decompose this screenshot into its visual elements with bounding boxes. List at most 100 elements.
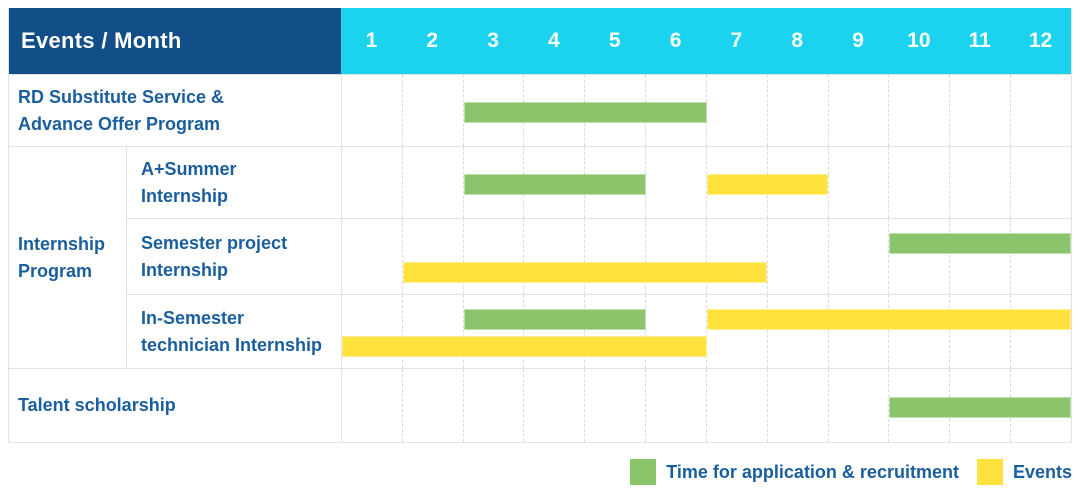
- row-label-line: Internship: [141, 259, 229, 280]
- row-label-line: technician Internship: [141, 334, 323, 355]
- legend-swatch-yellow: [976, 459, 1003, 485]
- row-label-rd-substitute: RD Substitute Service & Advance Offer Pr…: [9, 74, 341, 146]
- month-gridline-cell: [888, 75, 949, 146]
- gantt-bar-green: [463, 309, 646, 330]
- month-header-row: 1 2 3 4 5 6 7 8 9 10 11 12: [341, 8, 1071, 74]
- legend-item-events: Events: [976, 459, 1072, 485]
- month-gridline-cell: [827, 369, 889, 442]
- row-label-line: A+Summer: [141, 158, 237, 179]
- group-label-line: Internship: [18, 233, 106, 254]
- month-track-a-summer-internship: [341, 146, 1071, 218]
- month-gridline-cell: [523, 369, 584, 442]
- month-header-cell: 3: [487, 29, 499, 52]
- legend-item-application-recruitment: Time for application & recruitment: [630, 459, 959, 485]
- row-label-line: RD Substitute Service &: [18, 86, 225, 107]
- month-gridline-cell: [705, 295, 767, 368]
- month-gridline-cell: [584, 219, 645, 294]
- month-gridline-cell: [1010, 295, 1071, 368]
- month-gridline-cell: [342, 295, 402, 368]
- month-gridline-cell: [401, 295, 463, 368]
- gantt-bar-green: [888, 396, 1071, 418]
- month-gridline-cell: [766, 295, 828, 368]
- month-gridline-cell: [462, 369, 524, 442]
- month-gridline-cell: [462, 295, 524, 368]
- month-gridline-cell: [766, 75, 828, 146]
- month-gridline-cell: [827, 219, 889, 294]
- month-gridline-cell: [949, 295, 1010, 368]
- month-gridline-cell: [342, 219, 402, 294]
- month-gridline-cell: [705, 369, 767, 442]
- month-track-rd-substitute: [341, 74, 1071, 146]
- legend-swatch-green: [630, 459, 657, 485]
- row-label-in-semester-technician-internship: In-Semester technician Internship: [126, 294, 341, 368]
- month-gridline-cell: [523, 295, 584, 368]
- month-gridline-cell: [949, 147, 1010, 218]
- row-label-a-summer-internship: A+Summer Internship: [126, 146, 341, 218]
- month-header-cell: 6: [669, 29, 682, 52]
- month-gridline-cell: [401, 147, 463, 218]
- month-gridline-cell: [584, 295, 645, 368]
- row-label-line: Talent scholarship: [18, 395, 176, 415]
- gantt-bar-yellow: [402, 262, 768, 283]
- month-gridline-cell: [401, 219, 463, 294]
- month-header-cell: 8: [791, 29, 804, 52]
- month-gridline-cell: [1010, 147, 1071, 218]
- month-gridline-cell: [342, 147, 402, 218]
- gantt-bar-green: [463, 101, 707, 123]
- month-gridline-cell: [949, 219, 1010, 294]
- month-header-cell: 11: [968, 29, 991, 52]
- month-gridline-cell: [401, 369, 463, 442]
- month-header-cell: 12: [1028, 29, 1053, 52]
- month-gridline-cell: [645, 295, 706, 368]
- legend: Time for application & recruitment Event…: [8, 459, 1072, 485]
- row-label-talent-scholarship: Talent scholarship: [9, 368, 341, 442]
- month-gridline-cell: [766, 219, 828, 294]
- month-gridline-cell: [1010, 75, 1071, 146]
- month-header-cell: 9: [852, 29, 864, 52]
- row-label-line: Advance Offer Program: [18, 113, 221, 134]
- month-gridline-cell: [462, 75, 524, 146]
- month-gridline-cell: [827, 75, 889, 146]
- gantt-bar-green: [888, 233, 1071, 254]
- month-gridline-cell: [645, 219, 706, 294]
- table-header-row: Events / Month 1 2 3 4 5 6 7 8 9 10 11 12: [9, 8, 1071, 74]
- month-header-cell: 10: [907, 29, 931, 52]
- month-gridline-cell: [827, 295, 889, 368]
- month-gridline-cell: [888, 147, 949, 218]
- month-gridline-cell: [462, 147, 524, 218]
- month-gridline-cell: [949, 75, 1010, 146]
- month-header-cell: 7: [730, 29, 743, 52]
- gantt-bar-yellow: [706, 173, 828, 195]
- group-label-line: Program: [18, 260, 93, 281]
- events-month-table: Events / Month 1 2 3 4 5 6 7 8 9 10 11 12 RD Substi…: [8, 8, 1072, 443]
- month-track-in-semester-technician-internship: [341, 294, 1071, 368]
- header-events-month-label: Events / Month: [9, 8, 341, 74]
- month-gridline-cell: [523, 219, 584, 294]
- month-gridline-cell: [401, 75, 463, 146]
- month-header-cell: 4: [548, 29, 560, 52]
- month-gridline-cell: [888, 219, 949, 294]
- gantt-bar-yellow: [706, 309, 1071, 330]
- row-label-line: Internship: [141, 185, 229, 206]
- month-gridline-cell: [645, 147, 706, 218]
- month-header-cell: 1: [365, 29, 378, 52]
- month-gridline-cell: [827, 147, 889, 218]
- table-body: RD Substitute Service & Advance Offer Pr…: [9, 74, 1071, 442]
- row-label-semester-project-internship: Semester project Internship: [126, 218, 341, 294]
- month-gridline-cell: [1010, 219, 1071, 294]
- month-track-talent-scholarship: [341, 368, 1071, 442]
- month-gridline-cell: [766, 369, 828, 442]
- month-gridline-cell: [342, 369, 402, 442]
- month-header-cell: 5: [608, 29, 621, 52]
- month-gridline-cell: [705, 147, 767, 218]
- month-header-cell: 2: [426, 29, 439, 52]
- gantt-bar-yellow: [342, 336, 707, 357]
- row-label-line: In-Semester: [141, 307, 245, 328]
- month-gridline-cell: [462, 219, 524, 294]
- legend-label-application-recruitment: Time for application & recruitment: [666, 461, 959, 482]
- month-gridline-cell: [584, 369, 645, 442]
- legend-label-events: Events: [1012, 461, 1072, 482]
- month-gridline-cell: [705, 219, 767, 294]
- row-label-line: Semester project: [141, 232, 288, 253]
